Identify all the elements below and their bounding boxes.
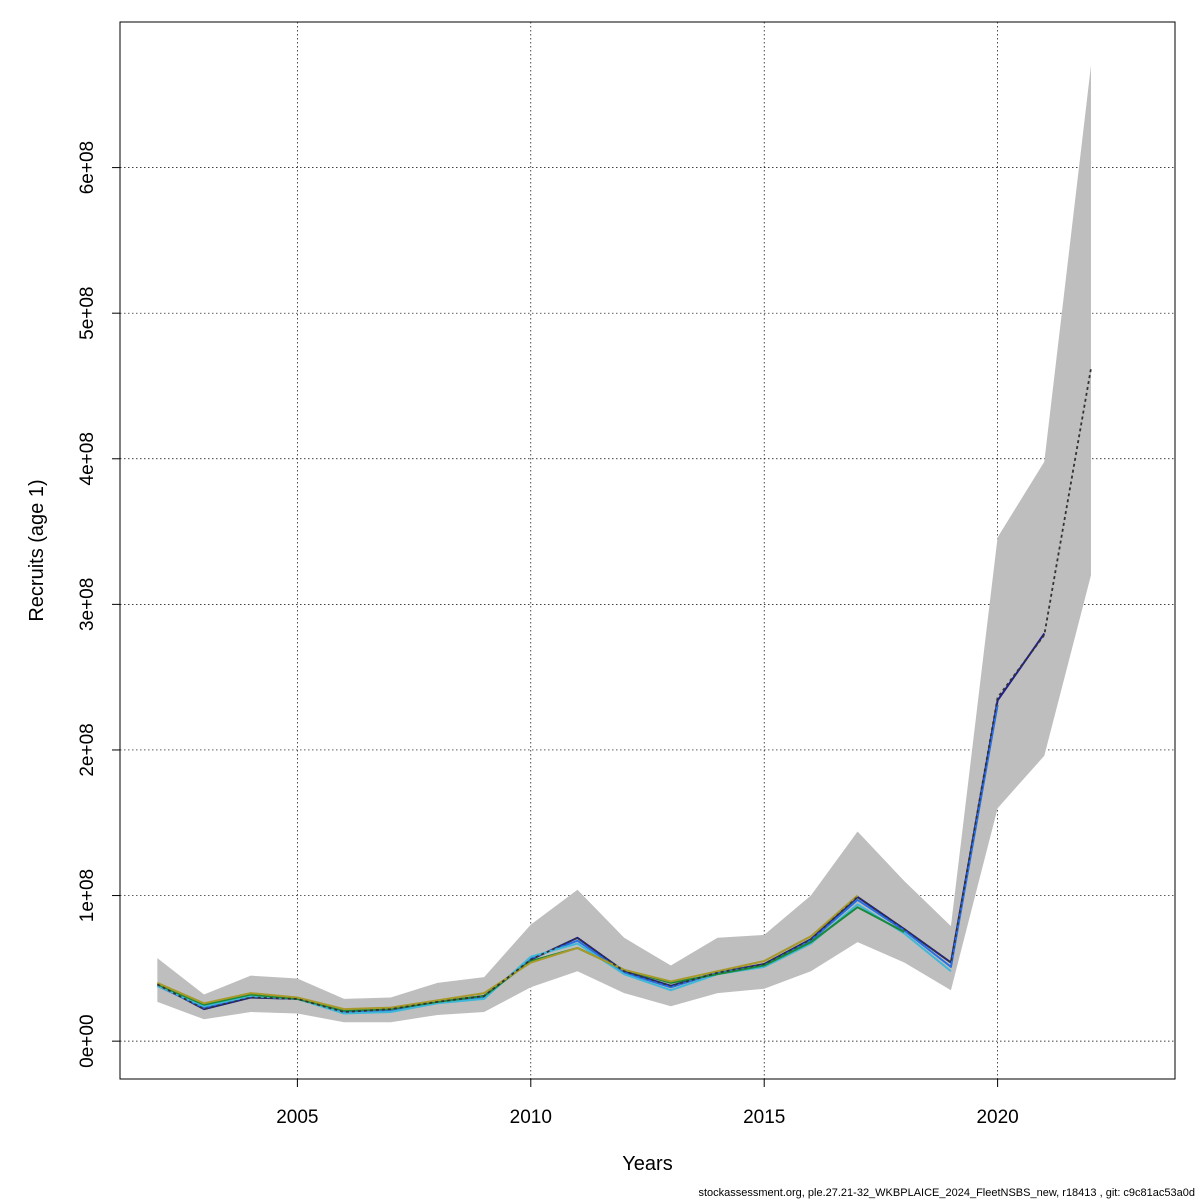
- series-lines: [156, 368, 1092, 1015]
- x-tick-label: 2020: [976, 1107, 1018, 1128]
- series-line-4: [156, 906, 905, 1012]
- x-tick-label: 2010: [510, 1107, 552, 1128]
- x-axis: 2005 2010 2015 2020: [276, 1079, 1019, 1128]
- footer-caption: stockassessment.org, ple.27.21-32_WKBPLA…: [698, 1187, 1195, 1199]
- plot-frame: [119, 21, 1176, 1080]
- y-tick-label: 2e+08: [77, 723, 98, 776]
- y-tick-label: 0e+00: [77, 1014, 98, 1067]
- y-axis: 0e+00 1e+08 2e+08 3e+08 4e+08 5e+08 6e+08: [77, 141, 120, 1068]
- y-tick-label: 3e+08: [77, 578, 98, 631]
- series-line-6: [156, 368, 1092, 1013]
- y-tick-label: 6e+08: [77, 141, 98, 194]
- x-tick-label: 2005: [276, 1107, 318, 1128]
- y-tick-label: 1e+08: [77, 869, 98, 922]
- y-tick-label: 4e+08: [77, 432, 98, 485]
- x-axis-title: Years: [622, 1153, 672, 1175]
- y-axis-title: Recruits (age 1): [26, 479, 48, 621]
- x-tick-label: 2015: [743, 1107, 785, 1128]
- y-tick-label: 5e+08: [77, 286, 98, 339]
